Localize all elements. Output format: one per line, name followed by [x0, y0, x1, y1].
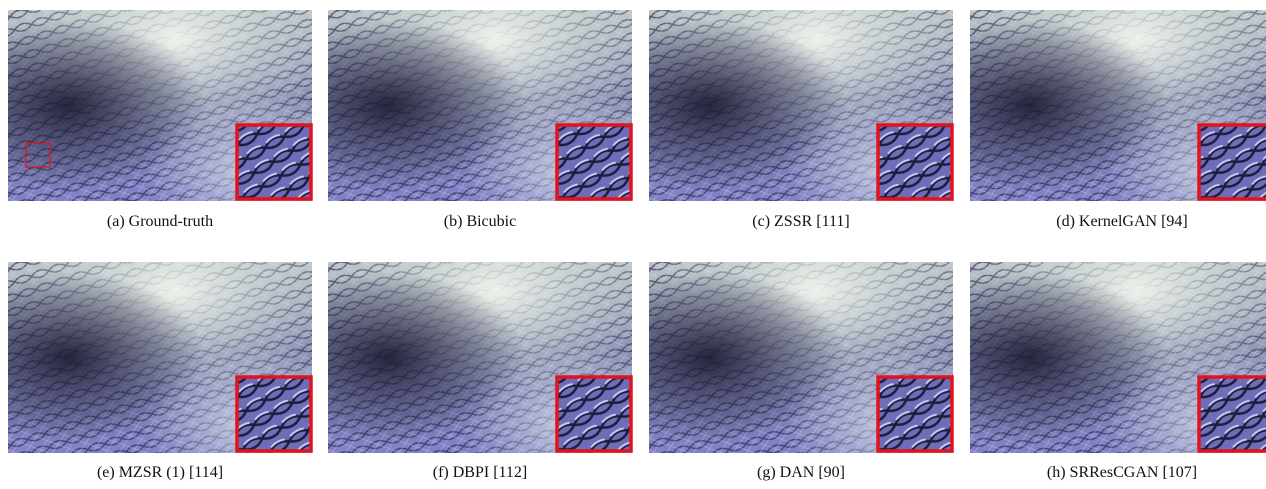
caption: (g) DAN [90]: [757, 464, 845, 481]
zoom-inset: [237, 125, 311, 199]
image-panel: [649, 10, 953, 201]
figure: (a) Ground-truth (b) Bicubic (c) ZSSR [111…: [0, 0, 1266, 489]
image-panel: [328, 10, 632, 201]
image-panel: [970, 262, 1266, 453]
zoom-inset: [1199, 125, 1266, 199]
caption: (b) Bicubic: [444, 213, 516, 230]
caption: (c) ZSSR [111]: [752, 213, 849, 230]
image-panel: [8, 10, 312, 201]
image-panel: [970, 10, 1266, 201]
image-panel: [649, 262, 953, 453]
zoom-inset: [237, 377, 311, 451]
image-panel: [8, 262, 312, 453]
page: (a) Ground-truth (b) Bicubic (c) ZSSR [111…: [0, 0, 1266, 489]
zoom-inset: [1199, 377, 1266, 451]
zoom-inset: [878, 125, 952, 199]
caption: (e) MZSR (1) [114]: [97, 464, 223, 481]
caption: (a) Ground-truth: [107, 213, 213, 230]
zoom-inset: [557, 377, 631, 451]
zoom-inset: [557, 125, 631, 199]
caption: (h) SRResCGAN [107]: [1047, 464, 1197, 481]
image-panel: [328, 262, 632, 453]
caption: (d) KernelGAN [94]: [1056, 213, 1188, 230]
caption: (f) DBPI [112]: [433, 464, 528, 481]
zoom-inset: [878, 377, 952, 451]
